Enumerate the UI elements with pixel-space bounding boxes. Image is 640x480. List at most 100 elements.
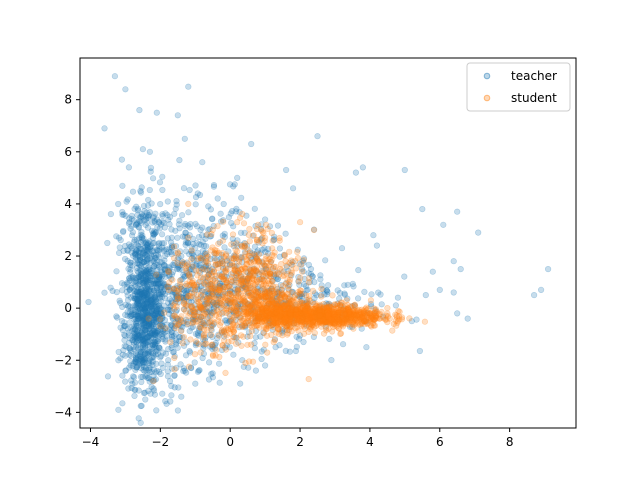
point-student <box>209 285 216 292</box>
point-teacher <box>154 306 161 313</box>
point-teacher <box>132 282 139 290</box>
point-teacher <box>131 331 138 338</box>
point-teacher <box>133 264 141 272</box>
point-teacher <box>145 350 152 357</box>
point-teacher <box>134 328 141 336</box>
point-teacher <box>440 221 447 228</box>
point-teacher <box>144 304 151 312</box>
point-teacher <box>146 209 153 216</box>
point-teacher <box>132 386 139 393</box>
point-teacher <box>144 335 151 342</box>
point-student <box>335 316 343 323</box>
point-teacher <box>131 332 139 339</box>
point-teacher <box>149 330 156 337</box>
point-teacher <box>290 185 297 192</box>
point-student <box>197 292 204 299</box>
point-teacher <box>122 378 129 385</box>
point-teacher <box>149 219 156 226</box>
point-teacher <box>152 292 159 299</box>
point-teacher <box>133 335 140 342</box>
point-student <box>215 314 222 321</box>
point-teacher <box>161 257 168 264</box>
point-student <box>276 237 283 244</box>
point-teacher <box>341 290 348 297</box>
point-teacher <box>133 359 140 366</box>
point-teacher <box>135 297 142 304</box>
point-teacher <box>220 200 227 208</box>
point-teacher <box>142 396 149 403</box>
point-teacher <box>139 321 147 328</box>
point-teacher <box>156 305 163 312</box>
point-teacher <box>135 315 142 322</box>
point-student <box>222 369 229 377</box>
point-student <box>288 257 295 264</box>
point-teacher <box>153 308 160 315</box>
point-teacher <box>147 303 154 310</box>
point-teacher <box>142 291 149 299</box>
point-teacher <box>152 369 159 376</box>
point-student <box>253 236 260 244</box>
point-teacher <box>134 328 141 335</box>
point-teacher <box>121 322 128 329</box>
point-teacher <box>143 299 150 306</box>
point-student <box>235 279 242 286</box>
point-teacher <box>156 294 164 302</box>
point-teacher <box>325 282 332 289</box>
point-student <box>246 225 253 233</box>
point-teacher <box>132 295 139 302</box>
point-teacher <box>149 291 156 298</box>
point-teacher <box>127 294 134 301</box>
point-student <box>323 305 331 312</box>
point-teacher <box>149 280 157 287</box>
point-teacher <box>422 292 429 299</box>
point-teacher <box>150 247 157 255</box>
point-teacher <box>140 367 147 374</box>
point-student <box>172 314 180 321</box>
point-teacher <box>131 295 138 302</box>
point-student <box>180 334 188 341</box>
point-teacher <box>153 360 160 367</box>
point-teacher <box>191 359 198 366</box>
point-teacher <box>314 133 321 140</box>
point-teacher <box>156 368 163 376</box>
point-teacher <box>141 340 148 348</box>
point-teacher <box>174 234 181 241</box>
point-teacher <box>137 254 144 261</box>
point-student <box>157 316 164 323</box>
point-teacher <box>323 287 331 294</box>
point-teacher <box>148 334 155 341</box>
point-teacher <box>134 327 141 334</box>
point-student <box>171 366 178 373</box>
point-teacher <box>133 339 140 346</box>
x-tick-label: 2 <box>296 435 304 449</box>
point-student <box>165 269 172 276</box>
point-teacher <box>152 338 159 346</box>
point-teacher <box>132 323 140 330</box>
point-teacher <box>140 312 148 319</box>
point-teacher <box>144 295 151 303</box>
point-teacher <box>137 295 144 302</box>
point-student <box>203 340 210 347</box>
point-teacher <box>133 355 140 363</box>
point-teacher <box>135 310 143 318</box>
point-teacher <box>138 353 145 360</box>
point-teacher <box>143 300 150 307</box>
point-teacher <box>196 191 204 199</box>
point-teacher <box>136 273 143 281</box>
point-teacher <box>129 232 136 239</box>
point-teacher <box>139 332 146 339</box>
point-teacher <box>132 359 139 366</box>
point-teacher <box>179 212 186 219</box>
point-teacher <box>139 314 146 321</box>
point-teacher <box>164 368 171 375</box>
point-teacher <box>136 305 143 312</box>
point-teacher <box>159 173 166 180</box>
point-teacher <box>183 248 190 255</box>
point-teacher <box>134 267 141 275</box>
point-student <box>191 308 198 316</box>
point-student <box>185 234 192 241</box>
point-teacher <box>147 322 154 329</box>
point-teacher <box>145 273 152 280</box>
point-teacher <box>148 321 155 328</box>
point-teacher <box>134 315 141 322</box>
